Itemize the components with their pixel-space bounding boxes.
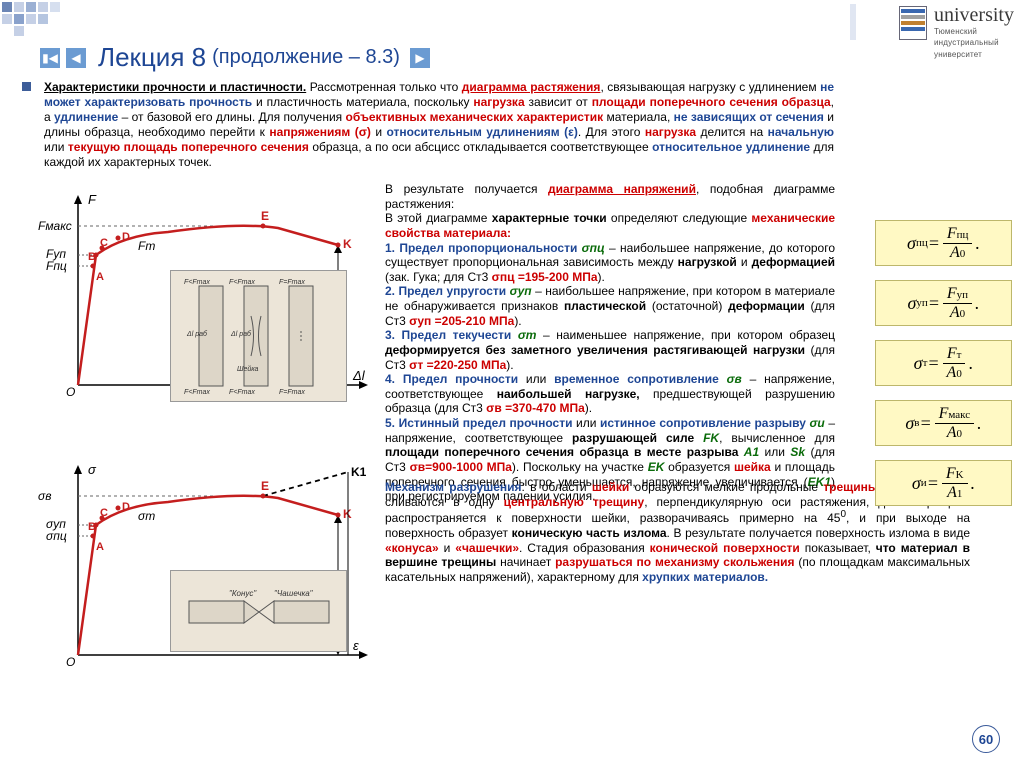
formula-strength: σв = FмаксA0. xyxy=(875,400,1012,446)
svg-text:ε: ε xyxy=(353,638,359,653)
svg-text:Шейка: Шейка xyxy=(237,365,259,373)
svg-text:D: D xyxy=(122,231,130,243)
fracture-cone-cup-diagram: "Конус" "Чашечка" xyxy=(170,570,347,652)
specimen-deformation-diagram: F<Fmax F<Fmax F=Fmax Δl раб Δl раб Шейка F<… xyxy=(170,270,347,402)
svg-text:C: C xyxy=(100,237,108,249)
university-name: university xyxy=(934,4,1014,26)
page-number: 60 xyxy=(972,725,1000,753)
formula-yield: σт = FтA0. xyxy=(875,340,1012,386)
svg-text:Fмакс: Fмакс xyxy=(38,219,72,233)
lecture-subtitle: (продолжение – 8.3) xyxy=(212,46,400,69)
svg-text:B: B xyxy=(88,251,96,263)
formula-true-strength: σи = FKA1. xyxy=(875,460,1012,506)
svg-text:Δl раб: Δl раб xyxy=(230,330,252,338)
formula-elasticity: σуп = FупA0. xyxy=(875,280,1012,326)
svg-text:F=Fmax: F=Fmax xyxy=(279,279,305,286)
bullet-icon xyxy=(22,82,31,91)
svg-text:A: A xyxy=(96,271,104,283)
university-logo: university Тюменский индустриальный унив… xyxy=(899,6,1014,59)
svg-text:K: K xyxy=(343,237,352,251)
svg-text:A: A xyxy=(96,541,104,553)
svg-text:F<Fmax: F<Fmax xyxy=(184,279,210,286)
svg-text:"Чашечка": "Чашечка" xyxy=(274,589,314,598)
nav-next-icon[interactable]: ▶ xyxy=(410,48,430,68)
svg-text:Δl раб: Δl раб xyxy=(186,330,208,338)
svg-text:B: B xyxy=(88,521,96,533)
svg-text:C: C xyxy=(100,507,108,519)
svg-text:σ: σ xyxy=(88,462,97,477)
svg-text:σв: σв xyxy=(38,489,52,503)
svg-text:O: O xyxy=(66,385,75,399)
svg-text:F<Fmax: F<Fmax xyxy=(229,389,255,396)
svg-text:σт: σт xyxy=(138,509,155,523)
svg-text:F<Fmax: F<Fmax xyxy=(184,389,210,396)
svg-text:σпц: σпц xyxy=(46,529,67,543)
properties-text: В результате получается диаграмма напряж… xyxy=(385,182,835,504)
decorative-squares xyxy=(0,0,1024,40)
svg-text:"Конус": "Конус" xyxy=(229,589,257,598)
svg-text:E: E xyxy=(261,209,269,223)
nav-first-icon[interactable]: ▮◀ xyxy=(40,48,60,68)
svg-text:F<Fmax: F<Fmax xyxy=(229,279,255,286)
svg-text:E: E xyxy=(261,479,269,493)
intro-paragraph: Характеристики прочности и пластичности.… xyxy=(44,80,834,170)
svg-text:K1: K1 xyxy=(351,465,367,479)
svg-text:F=Fmax: F=Fmax xyxy=(279,389,305,396)
svg-text:Δl: Δl xyxy=(352,368,366,383)
svg-text:Fпц: Fпц xyxy=(46,259,67,273)
formula-proportionality: σпц = FпцA0. xyxy=(875,220,1012,266)
title-row: ▮◀ ◀ Лекция 8 (продолжение – 8.3) ▶ xyxy=(40,42,430,73)
svg-text:O: O xyxy=(66,655,75,669)
svg-text:Fт: Fт xyxy=(138,239,155,253)
svg-text:D: D xyxy=(122,501,130,513)
lecture-title: Лекция 8 xyxy=(98,42,206,73)
svg-text:F: F xyxy=(88,192,97,207)
nav-prev-icon[interactable]: ◀ xyxy=(66,48,86,68)
